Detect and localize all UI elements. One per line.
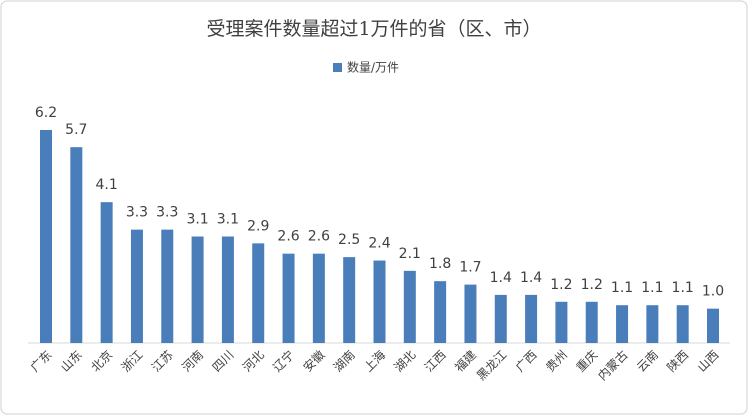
bar [252,243,265,343]
data-label: 3.1 [186,212,208,228]
bar [525,294,538,343]
data-label: 1.4 [490,270,512,286]
data-label: 4.1 [96,177,118,193]
data-label: 2.1 [399,246,421,262]
data-label: 2.6 [277,229,299,245]
data-label: 1.0 [702,284,724,300]
bar [130,229,143,343]
data-label: 1.8 [429,256,451,272]
data-label: 2.9 [247,218,269,234]
legend-swatch [333,63,342,72]
data-label: 1.4 [520,270,542,286]
bar [646,305,659,343]
bar [616,305,629,343]
bar [221,236,234,343]
data-label: 1.2 [581,277,603,293]
bar [70,147,83,343]
bar [191,236,204,343]
bar [676,305,689,343]
legend-label: 数量/万件 [347,60,399,75]
bar [343,257,356,343]
bar [555,301,568,343]
bar [494,294,507,343]
data-label: 1.7 [459,260,481,276]
data-label: 2.6 [308,229,330,245]
data-label: 3.1 [217,212,239,228]
bar [282,253,295,343]
bar [403,270,416,343]
data-label: 2.4 [368,236,390,252]
data-label: 3.3 [156,205,178,221]
chart-title: 受理案件数量超过1万件的省（区、市） [206,18,541,40]
data-label: 1.1 [672,280,694,296]
bar [373,260,386,343]
data-label: 1.2 [550,277,572,293]
bar [434,281,447,343]
bar [312,253,325,343]
bar [100,202,113,343]
data-label: 1.1 [611,280,633,296]
data-label: 5.7 [65,122,87,138]
data-label: 1.1 [641,280,663,296]
data-label: 6.2 [35,105,57,121]
data-label: 3.3 [126,205,148,221]
data-label: 2.5 [338,232,360,248]
bar [161,229,174,343]
bar [40,130,52,343]
bar [464,284,477,343]
bar [707,308,719,343]
bar [585,301,598,343]
